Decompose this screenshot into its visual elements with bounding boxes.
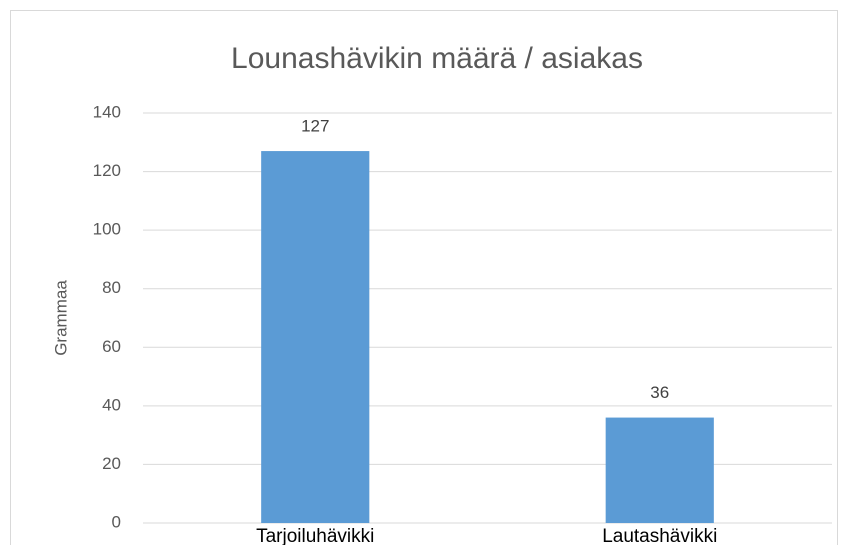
y-tick-label: 80 [102, 278, 121, 297]
bar [605, 417, 714, 523]
x-tick-label: Tarjoiluhävikki [256, 526, 374, 545]
y-tick-label: 120 [93, 161, 121, 180]
y-tick-label: 0 [112, 512, 121, 531]
bar [261, 151, 370, 524]
y-tick-label: 140 [93, 102, 121, 121]
y-tick-label: 20 [102, 454, 121, 473]
x-tick-label: Lautashävikki [602, 526, 717, 545]
chart-title: Lounashävikin määrä / asiakas [231, 42, 643, 75]
y-tick-label: 40 [102, 395, 121, 414]
y-tick-label: 100 [93, 220, 121, 239]
y-tick-label: 60 [102, 337, 121, 356]
data-label: 36 [650, 383, 669, 402]
y-axis-label: Grammaa [51, 280, 70, 356]
data-label: 127 [301, 117, 329, 136]
